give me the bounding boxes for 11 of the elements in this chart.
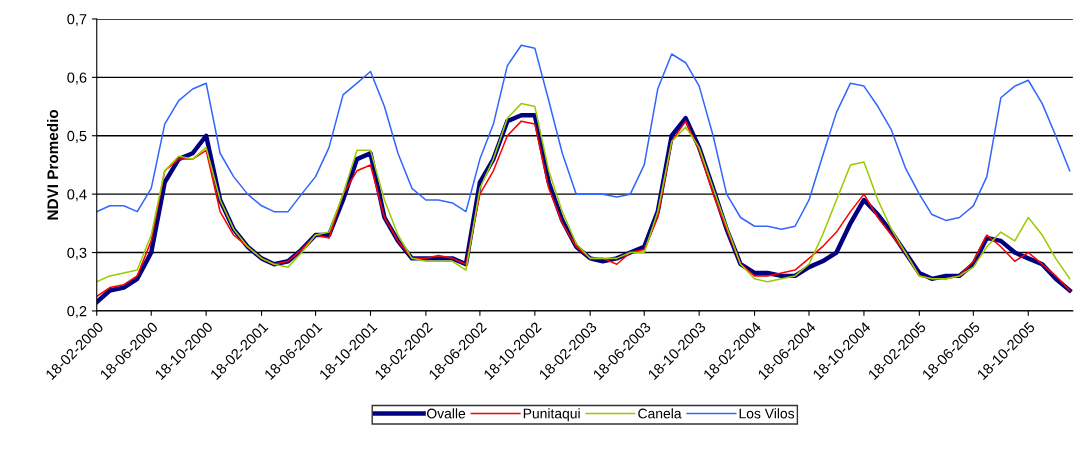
y-tick-label: 0,2 xyxy=(67,306,87,319)
legend-label: Canela xyxy=(638,408,682,419)
legend-label: Ovalle xyxy=(427,408,466,419)
legend-label: Punitaqui xyxy=(523,408,580,422)
y-tick-label: 0,6 xyxy=(67,72,87,85)
y-tick-label: 0,4 xyxy=(67,189,87,202)
y-tick-label: 0,7 xyxy=(67,14,87,27)
y-tick-label: 0,3 xyxy=(67,247,87,260)
y-axis-title: NDVI Promedio xyxy=(46,109,59,220)
legend-label: Los Vilos xyxy=(739,408,795,419)
y-tick-label: 0,5 xyxy=(67,130,87,143)
